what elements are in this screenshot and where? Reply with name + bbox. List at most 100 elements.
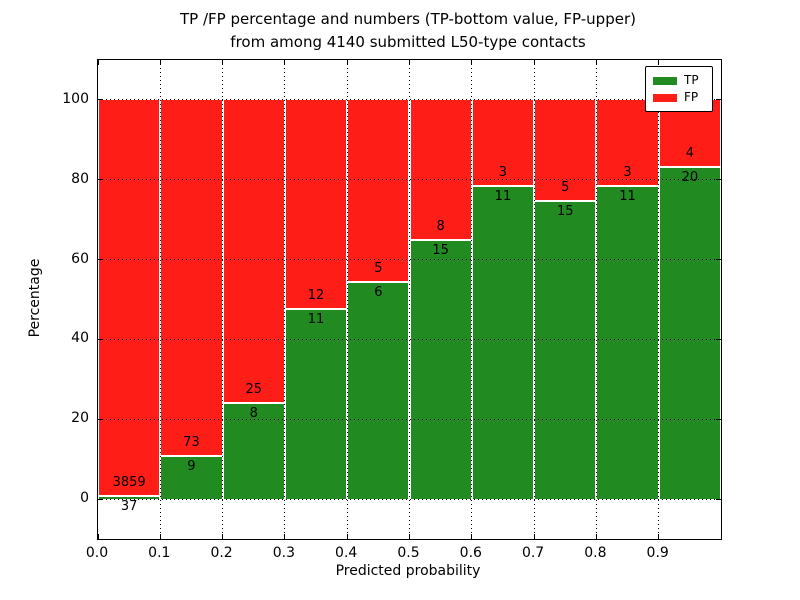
x-tickmark-top bbox=[533, 60, 535, 65]
x-tick-label: 0.4 bbox=[335, 545, 358, 561]
y-tick-label: 100 bbox=[62, 90, 89, 107]
bar-segment-tp bbox=[98, 495, 161, 500]
chart-title-line2: from among 4140 submitted L50-type conta… bbox=[230, 33, 586, 51]
tp-count-label: 20 bbox=[681, 170, 699, 186]
x-tick-label: 0.3 bbox=[272, 545, 296, 561]
plot-area: 3859 37 73 9 25 8 12 11 5 6 8 15 3 11 5 15 3 11 4 20 bbox=[97, 59, 722, 540]
tp-count-label: 11 bbox=[307, 312, 325, 328]
x-tickmark-bottom bbox=[346, 534, 348, 539]
fp-legend-swatch bbox=[653, 93, 677, 102]
fp-count-label: 5 bbox=[561, 179, 570, 195]
bar-segment-tp bbox=[347, 281, 410, 500]
x-tickmark-top bbox=[471, 60, 473, 65]
fp-count-label: 3 bbox=[498, 165, 508, 181]
x-tickmark-bottom bbox=[595, 534, 597, 539]
x-tickmark-top bbox=[97, 60, 99, 65]
ticks-layer bbox=[97, 60, 721, 539]
y-tickmark-left bbox=[98, 338, 103, 340]
x-tick-label: 0.7 bbox=[521, 545, 545, 561]
chart-title-line1: TP /FP percentage and numbers (TP-bottom… bbox=[180, 10, 636, 28]
y-tick-label: 60 bbox=[71, 250, 89, 267]
v-gridline bbox=[284, 60, 286, 539]
y-tick-label: 40 bbox=[71, 330, 89, 347]
y-tickmark-left bbox=[98, 99, 103, 101]
x-tickmark-top bbox=[159, 60, 161, 65]
bar-segment-tp bbox=[471, 185, 535, 500]
y-tickmark-left bbox=[98, 179, 103, 181]
tp-count-label: 6 bbox=[374, 285, 383, 301]
fp-count-label: 3859 bbox=[112, 475, 146, 491]
y-tick-label: 0 bbox=[80, 490, 89, 507]
legend-box: TP FP bbox=[645, 66, 713, 112]
fp-count-label: 25 bbox=[245, 382, 263, 398]
bar-segment-fp bbox=[160, 99, 223, 456]
v-gridline bbox=[409, 60, 410, 539]
x-tickmark-bottom bbox=[97, 534, 99, 539]
x-tick-label: 0.0 bbox=[85, 545, 109, 561]
y-tickmark-left bbox=[98, 418, 103, 420]
x-tickmark-top bbox=[222, 60, 224, 65]
x-tickmark-top bbox=[284, 60, 286, 65]
tp-count-label: 8 bbox=[249, 406, 258, 422]
bar-segment-tp bbox=[596, 185, 659, 500]
y-tick-label: 80 bbox=[71, 170, 89, 187]
x-tickmark-top bbox=[346, 60, 348, 65]
v-gridline bbox=[159, 60, 161, 539]
tp-legend-label: TP bbox=[684, 73, 699, 87]
x-tick-label: 0.1 bbox=[148, 545, 171, 561]
fp-count-label: 5 bbox=[374, 261, 383, 277]
bar-segment-tp bbox=[409, 238, 472, 500]
y-tickmark-right bbox=[716, 498, 721, 500]
x-axis-label: Predicted probability bbox=[335, 563, 481, 579]
x-tickmark-bottom bbox=[159, 534, 161, 539]
legend-entry-tp: TP bbox=[653, 72, 705, 89]
y-axis-label: Percentage bbox=[27, 258, 43, 338]
x-tick-label: 0.9 bbox=[646, 545, 669, 561]
x-tickmark-bottom bbox=[658, 534, 660, 539]
x-tick-label: 0.5 bbox=[397, 545, 420, 561]
legend-entry-fp: FP bbox=[653, 89, 705, 106]
x-tick-label: 0.6 bbox=[459, 545, 482, 561]
y-tickmark-left bbox=[98, 498, 103, 500]
fp-count-label: 73 bbox=[183, 435, 200, 451]
x-tickmark-bottom bbox=[409, 534, 410, 539]
bar-segment-fp bbox=[347, 99, 410, 282]
v-gridline bbox=[471, 60, 473, 539]
chart-title: TP /FP percentage and numbers (TP-bottom… bbox=[8, 8, 800, 54]
tp-count-label: 9 bbox=[187, 459, 196, 475]
fp-legend-label: FP bbox=[684, 90, 699, 104]
labels-layer: 3859 37 73 9 25 8 12 11 5 6 8 15 3 11 5 15 3 11 4 20 bbox=[98, 60, 721, 539]
tp-legend-swatch bbox=[653, 76, 677, 85]
y-tick-label: 20 bbox=[71, 410, 89, 427]
grid-layer bbox=[98, 60, 721, 539]
tp-count-label: 37 bbox=[120, 499, 138, 515]
fp-count-label: 3 bbox=[623, 165, 632, 181]
tp-count-label: 15 bbox=[432, 242, 449, 258]
y-tickmark-right bbox=[716, 338, 721, 340]
x-tickmark-bottom bbox=[471, 534, 473, 539]
x-tick-label: 0.8 bbox=[584, 545, 607, 561]
bar-segment-fp bbox=[98, 99, 161, 496]
tp-count-label: 15 bbox=[556, 203, 574, 219]
v-gridline bbox=[595, 60, 597, 539]
tp-count-label: 11 bbox=[619, 189, 636, 205]
x-tickmark-bottom bbox=[222, 534, 224, 539]
bars-layer bbox=[98, 60, 721, 539]
x-tickmark-top bbox=[409, 60, 410, 65]
y-tickmark-right bbox=[716, 259, 721, 261]
y-tickmark-right bbox=[716, 99, 721, 101]
y-tickmark-right bbox=[716, 179, 721, 181]
x-tickmark-bottom bbox=[284, 534, 286, 539]
fp-count-label: 8 bbox=[436, 218, 445, 234]
bar-segment-fp bbox=[596, 99, 659, 186]
fp-count-label: 4 bbox=[685, 146, 694, 162]
y-tickmark-right bbox=[716, 418, 721, 420]
v-gridline bbox=[346, 60, 348, 539]
bar-segment-tp bbox=[658, 166, 721, 500]
bar-segment-tp bbox=[160, 455, 223, 500]
bar-segment-tp bbox=[534, 199, 597, 500]
x-tickmark-bottom bbox=[533, 534, 535, 539]
bar-segment-fp bbox=[471, 99, 535, 186]
x-tickmark-top bbox=[658, 60, 660, 65]
bar-segment-fp bbox=[409, 99, 472, 239]
